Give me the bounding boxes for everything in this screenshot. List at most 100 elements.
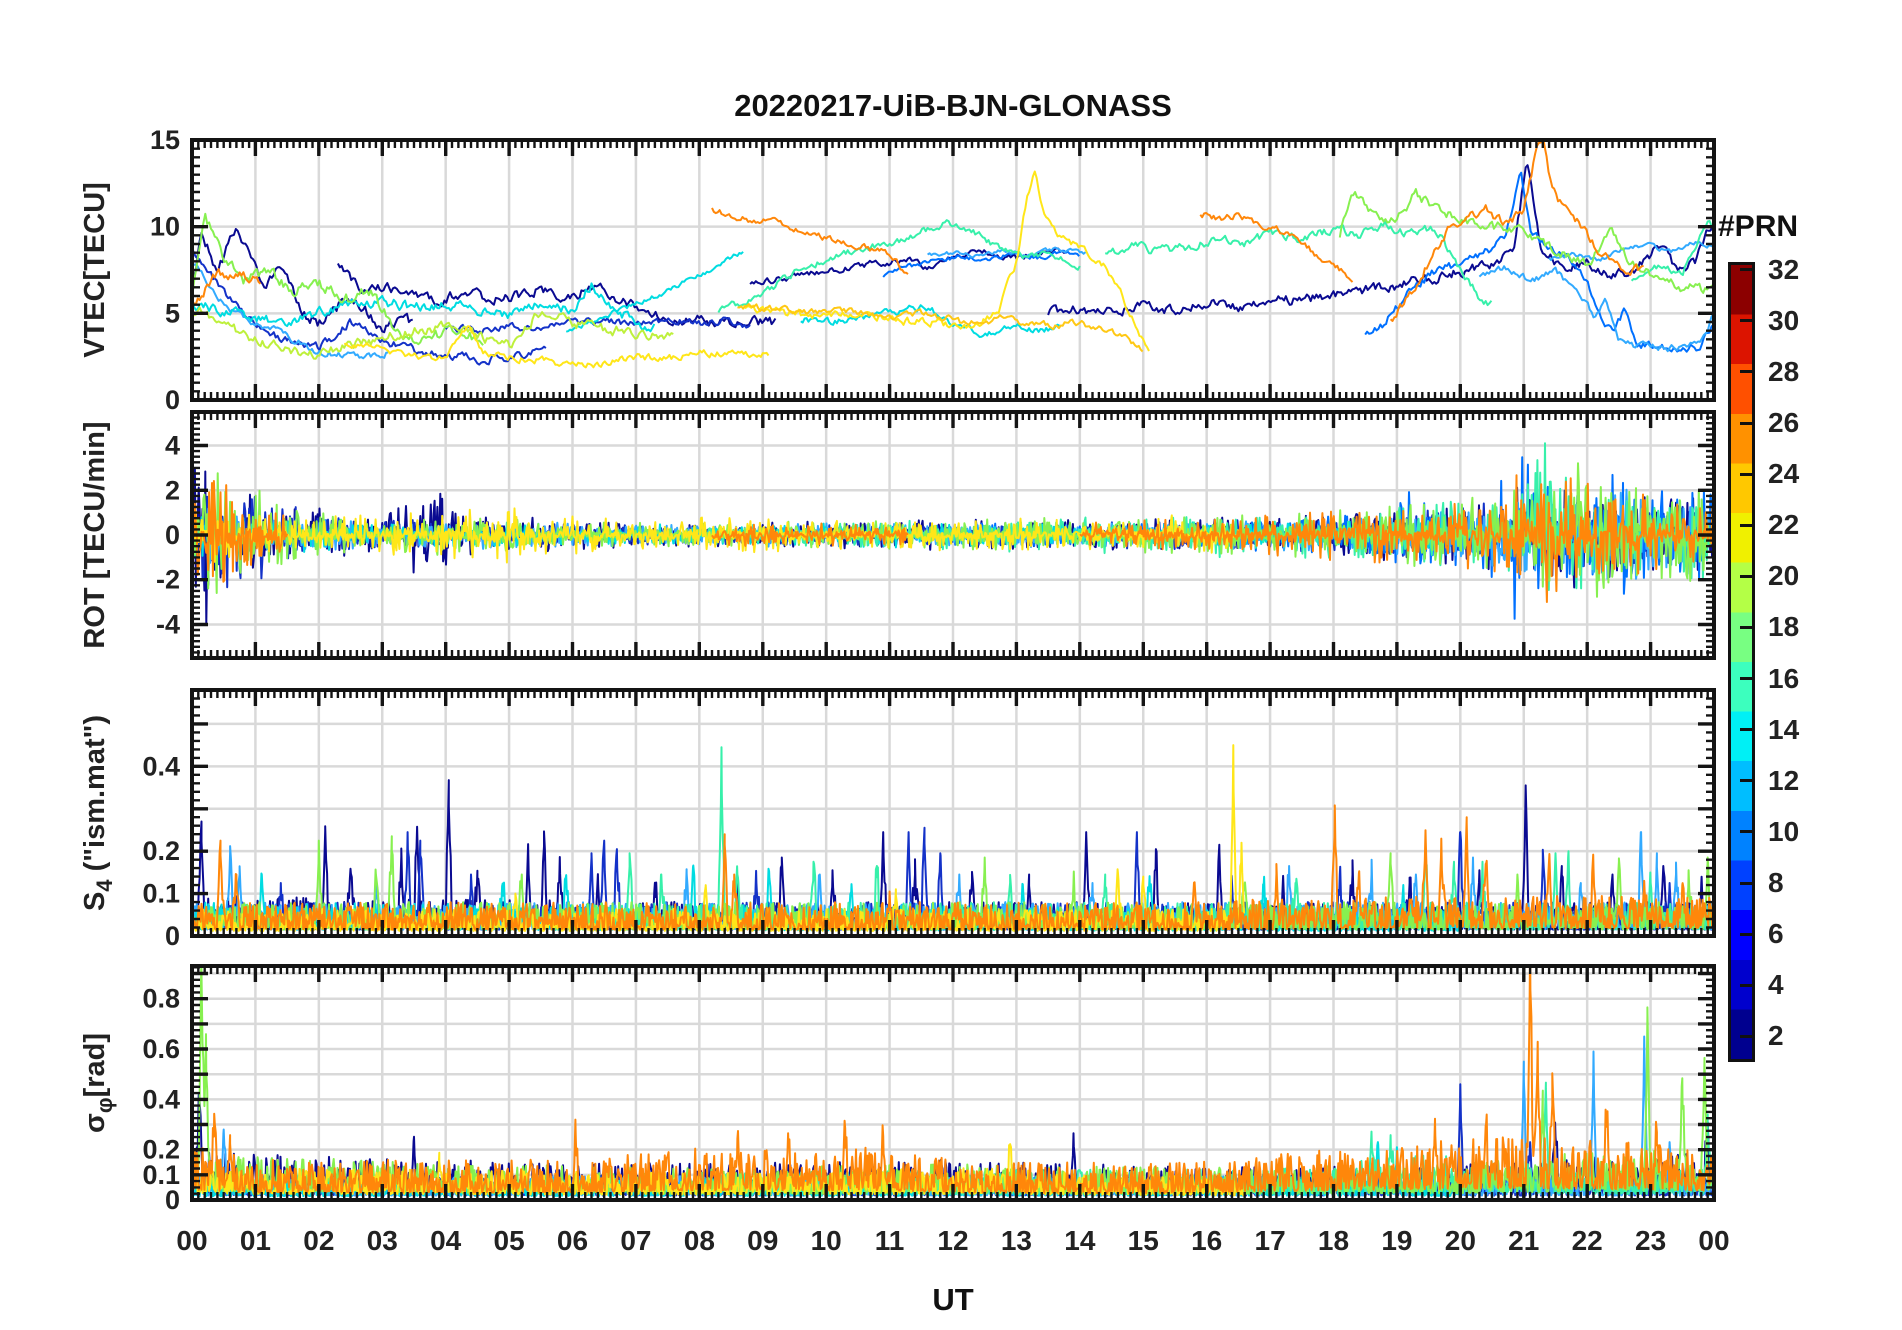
panel-rot: -4 -2 0 2 4 ROT [TECU/min] <box>79 410 1716 660</box>
svg-text:04: 04 <box>430 1225 462 1256</box>
rot-series-prn-24 <box>1079 474 1714 603</box>
vtec-series-prn-12 <box>565 251 744 333</box>
vtec-series-prn-10 <box>192 260 389 360</box>
rot-series-prn-23 <box>192 480 289 583</box>
colorbar-tick-mark <box>1740 728 1753 732</box>
colorbar-tick-label: 26 <box>1768 407 1800 439</box>
colorbar-tick-mark <box>1740 319 1753 323</box>
svg-text:09: 09 <box>747 1225 778 1256</box>
svg-text:02: 02 <box>303 1225 334 1256</box>
svg-text:0.2: 0.2 <box>142 836 180 866</box>
colorbar-tick-mark <box>1740 268 1753 272</box>
minor-ticks-s4 <box>192 688 1714 936</box>
colorbar-tick-label: 2 <box>1768 1020 1784 1052</box>
vtec-series-prn-8 <box>882 249 1080 278</box>
svg-text:05: 05 <box>494 1225 525 1256</box>
colorbar-tick-label: 24 <box>1768 458 1800 490</box>
chart-title: 20220217-UiB-BJN-GLONASS <box>734 88 1172 123</box>
svg-text:0.8: 0.8 <box>142 984 180 1014</box>
major-ticks-rot <box>190 412 1716 658</box>
vtec-series-prn-24 <box>1389 140 1644 322</box>
colorbar-tick-label: 8 <box>1768 867 1784 899</box>
svg-text:-4: -4 <box>156 609 180 639</box>
vtec-series-prn-2 <box>337 263 777 329</box>
colorbar-tick-mark <box>1740 881 1753 885</box>
svg-text:5: 5 <box>165 298 180 328</box>
svg-text:22: 22 <box>1572 1225 1603 1256</box>
svg-text:0: 0 <box>165 1185 180 1215</box>
colorbar: #PRN 2 4 6 8 10 12 14 16 18 20 22 24 26 28 30 32 <box>1718 210 1799 1062</box>
svg-text:0.2: 0.2 <box>142 1135 180 1165</box>
colorbar-tick-label: 20 <box>1768 560 1800 592</box>
colorbar-tick-mark <box>1740 523 1753 527</box>
vtec-series-prn-14 <box>1105 220 1493 307</box>
vtec-series-prn-17 <box>1338 188 1714 294</box>
vtec-series-prn-14 <box>717 219 1081 313</box>
series-rot <box>192 442 1714 625</box>
colorbar-tick-label: 30 <box>1768 304 1800 336</box>
svg-text:0: 0 <box>165 385 180 415</box>
ytick-labels-rot: -4 -2 0 2 4 <box>156 431 180 640</box>
colorbar-title: #PRN <box>1718 210 1799 243</box>
svg-text:12: 12 <box>937 1225 968 1256</box>
ytick-labels-vtec: 0 5 10 15 <box>150 125 180 415</box>
svg-text:0.1: 0.1 <box>142 879 180 909</box>
ylabel-vtec: VTEC[TECU] <box>79 182 111 358</box>
panel-vtec: 0 5 10 15 VTEC[TECU] <box>79 125 1716 415</box>
svg-text:2: 2 <box>165 475 180 505</box>
x-axis-label: UT <box>932 1282 974 1317</box>
colorbar-tick-label: 18 <box>1768 611 1800 643</box>
vtec-series-prn-20 <box>742 170 1150 352</box>
series-vtec <box>192 140 1714 369</box>
colorbar-tick-label: 16 <box>1768 662 1800 694</box>
major-ticks-vtec <box>190 138 1716 402</box>
svg-text:-2: -2 <box>156 565 180 595</box>
svg-text:0.6: 0.6 <box>142 1034 180 1064</box>
colorbar-tick-mark <box>1740 574 1753 578</box>
s4-series-prn-23 <box>192 804 1714 931</box>
colorbar-tick-mark <box>1740 830 1753 834</box>
svg-text:03: 03 <box>367 1225 398 1256</box>
svg-text:20: 20 <box>1445 1225 1476 1256</box>
svg-text:15: 15 <box>150 125 180 155</box>
colorbar-tick-mark <box>1740 932 1753 936</box>
svg-text:23: 23 <box>1635 1225 1666 1256</box>
rot-series-prn-23 <box>711 522 909 547</box>
svg-text:0.4: 0.4 <box>142 751 180 781</box>
vtec-series-prn-15 <box>1630 220 1714 282</box>
svg-text:4: 4 <box>165 431 180 461</box>
svg-text:01: 01 <box>240 1225 271 1256</box>
xtick-labels: 00 01 02 03 04 05 06 07 08 09 10 11 12 13 14 15 16 17 18 19… <box>176 1225 1729 1256</box>
svg-text:07: 07 <box>620 1225 651 1256</box>
svg-text:14: 14 <box>1064 1225 1096 1256</box>
colorbar-tick-mark <box>1740 472 1753 476</box>
colorbar-tick-mark <box>1740 779 1753 783</box>
svg-text:11: 11 <box>875 1225 905 1256</box>
colorbar-tick-label: 10 <box>1768 815 1800 847</box>
rot-series-prn-20 <box>192 507 1240 565</box>
colorbar-tick-label: 4 <box>1768 969 1784 1001</box>
vtec-series-prn-8 <box>1364 171 1714 353</box>
colorbar-gradient-bar <box>1728 262 1755 1062</box>
vtec-series-prn-5 <box>192 247 547 366</box>
vtec-series-prn-12 <box>800 304 1061 338</box>
svg-text:0.1: 0.1 <box>142 1160 180 1190</box>
ytick-labels-sigma_phi: 00.10.2 0.4 0.6 0.8 <box>142 984 180 1215</box>
colorbar-tick-label: 22 <box>1768 509 1800 541</box>
colorbar-tick-mark <box>1740 370 1753 374</box>
svg-text:21: 21 <box>1508 1225 1539 1256</box>
minor-ticks-sigma_phi <box>192 966 1714 1200</box>
vtec-series-prn-3 <box>749 247 1067 286</box>
svg-text:00: 00 <box>176 1225 207 1256</box>
vtec-series-prn-18 <box>192 306 674 360</box>
colorbar-tick-mark <box>1740 1034 1753 1038</box>
major-ticks-sigma_phi <box>190 966 1716 1202</box>
minor-ticks-vtec <box>192 140 1714 400</box>
vtec-series-prn-2 <box>192 228 414 334</box>
vtec-series-prn-23 <box>1199 211 1354 283</box>
svg-text:15: 15 <box>1128 1225 1159 1256</box>
svg-text:16: 16 <box>1191 1225 1222 1256</box>
ylabel-rot: ROT [TECU/min] <box>79 421 111 648</box>
